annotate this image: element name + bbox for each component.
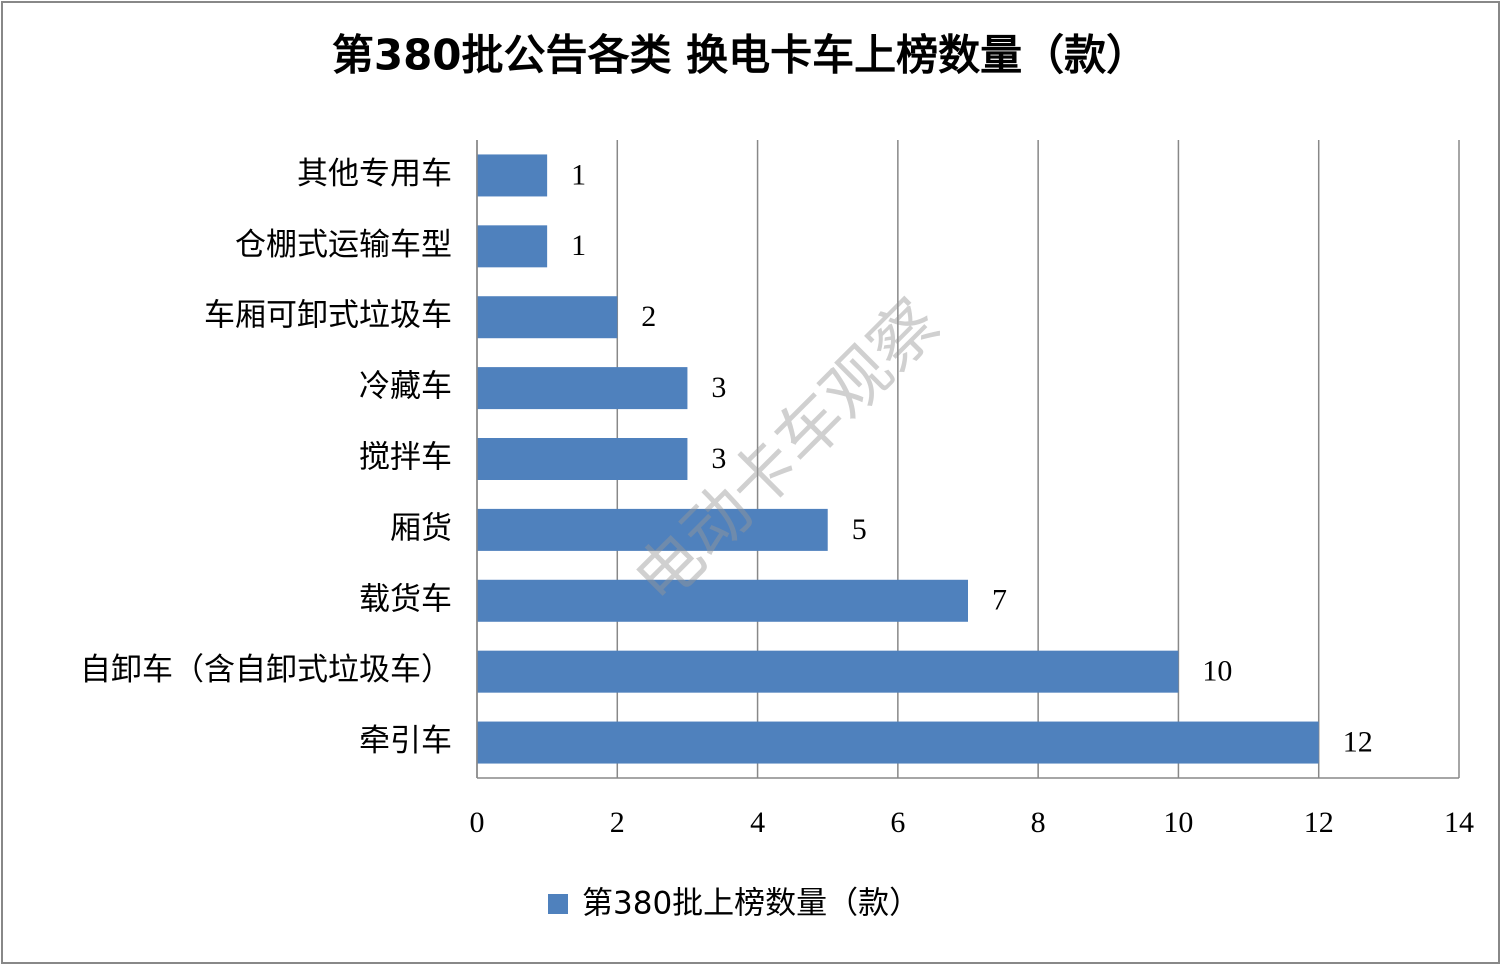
x-tick-label: 10 xyxy=(1163,806,1193,839)
y-tick-label: 车厢可卸式垃圾车 xyxy=(204,298,452,334)
bar xyxy=(477,154,548,197)
data-label: 2 xyxy=(641,300,656,333)
data-label: 3 xyxy=(711,442,726,475)
data-label: 1 xyxy=(571,158,586,191)
x-tick-label: 4 xyxy=(750,806,765,839)
bar xyxy=(477,367,688,410)
y-tick-label: 自卸车（含自卸式垃圾车） xyxy=(80,652,452,688)
data-label: 12 xyxy=(1343,725,1373,758)
y-tick-label: 载货车 xyxy=(359,581,452,617)
legend-swatch xyxy=(548,894,568,914)
bar xyxy=(477,438,688,480)
data-label: 7 xyxy=(992,584,1007,617)
x-tick-label: 14 xyxy=(1444,806,1474,839)
bar xyxy=(477,508,828,551)
data-label: 1 xyxy=(571,229,586,262)
bar xyxy=(477,225,548,268)
x-tick-label: 0 xyxy=(470,806,485,839)
chart-title: 第380批公告各类 换电卡车上榜数量（款） xyxy=(332,31,1148,80)
bar xyxy=(477,579,968,622)
y-tick-label: 冷藏车 xyxy=(359,369,452,405)
x-tick-label: 2 xyxy=(610,806,625,839)
x-tick-label: 12 xyxy=(1304,806,1334,839)
bar xyxy=(477,296,618,339)
bar xyxy=(477,721,1319,764)
y-tick-label: 厢货 xyxy=(390,510,452,546)
y-tick-label: 仓棚式运输车型 xyxy=(235,227,452,263)
x-tick-label: 8 xyxy=(1031,806,1046,839)
bar xyxy=(477,650,1179,693)
y-tick-label: 其他专用车 xyxy=(297,156,452,192)
y-tick-label: 牵引车 xyxy=(359,723,452,759)
y-tick-label: 搅拌车 xyxy=(359,440,452,476)
legend-label: 第380批上榜数量（款） xyxy=(582,886,920,922)
data-label: 5 xyxy=(852,513,867,546)
data-label: 3 xyxy=(711,371,726,404)
data-label: 10 xyxy=(1202,655,1232,688)
x-tick-label: 6 xyxy=(890,806,905,839)
